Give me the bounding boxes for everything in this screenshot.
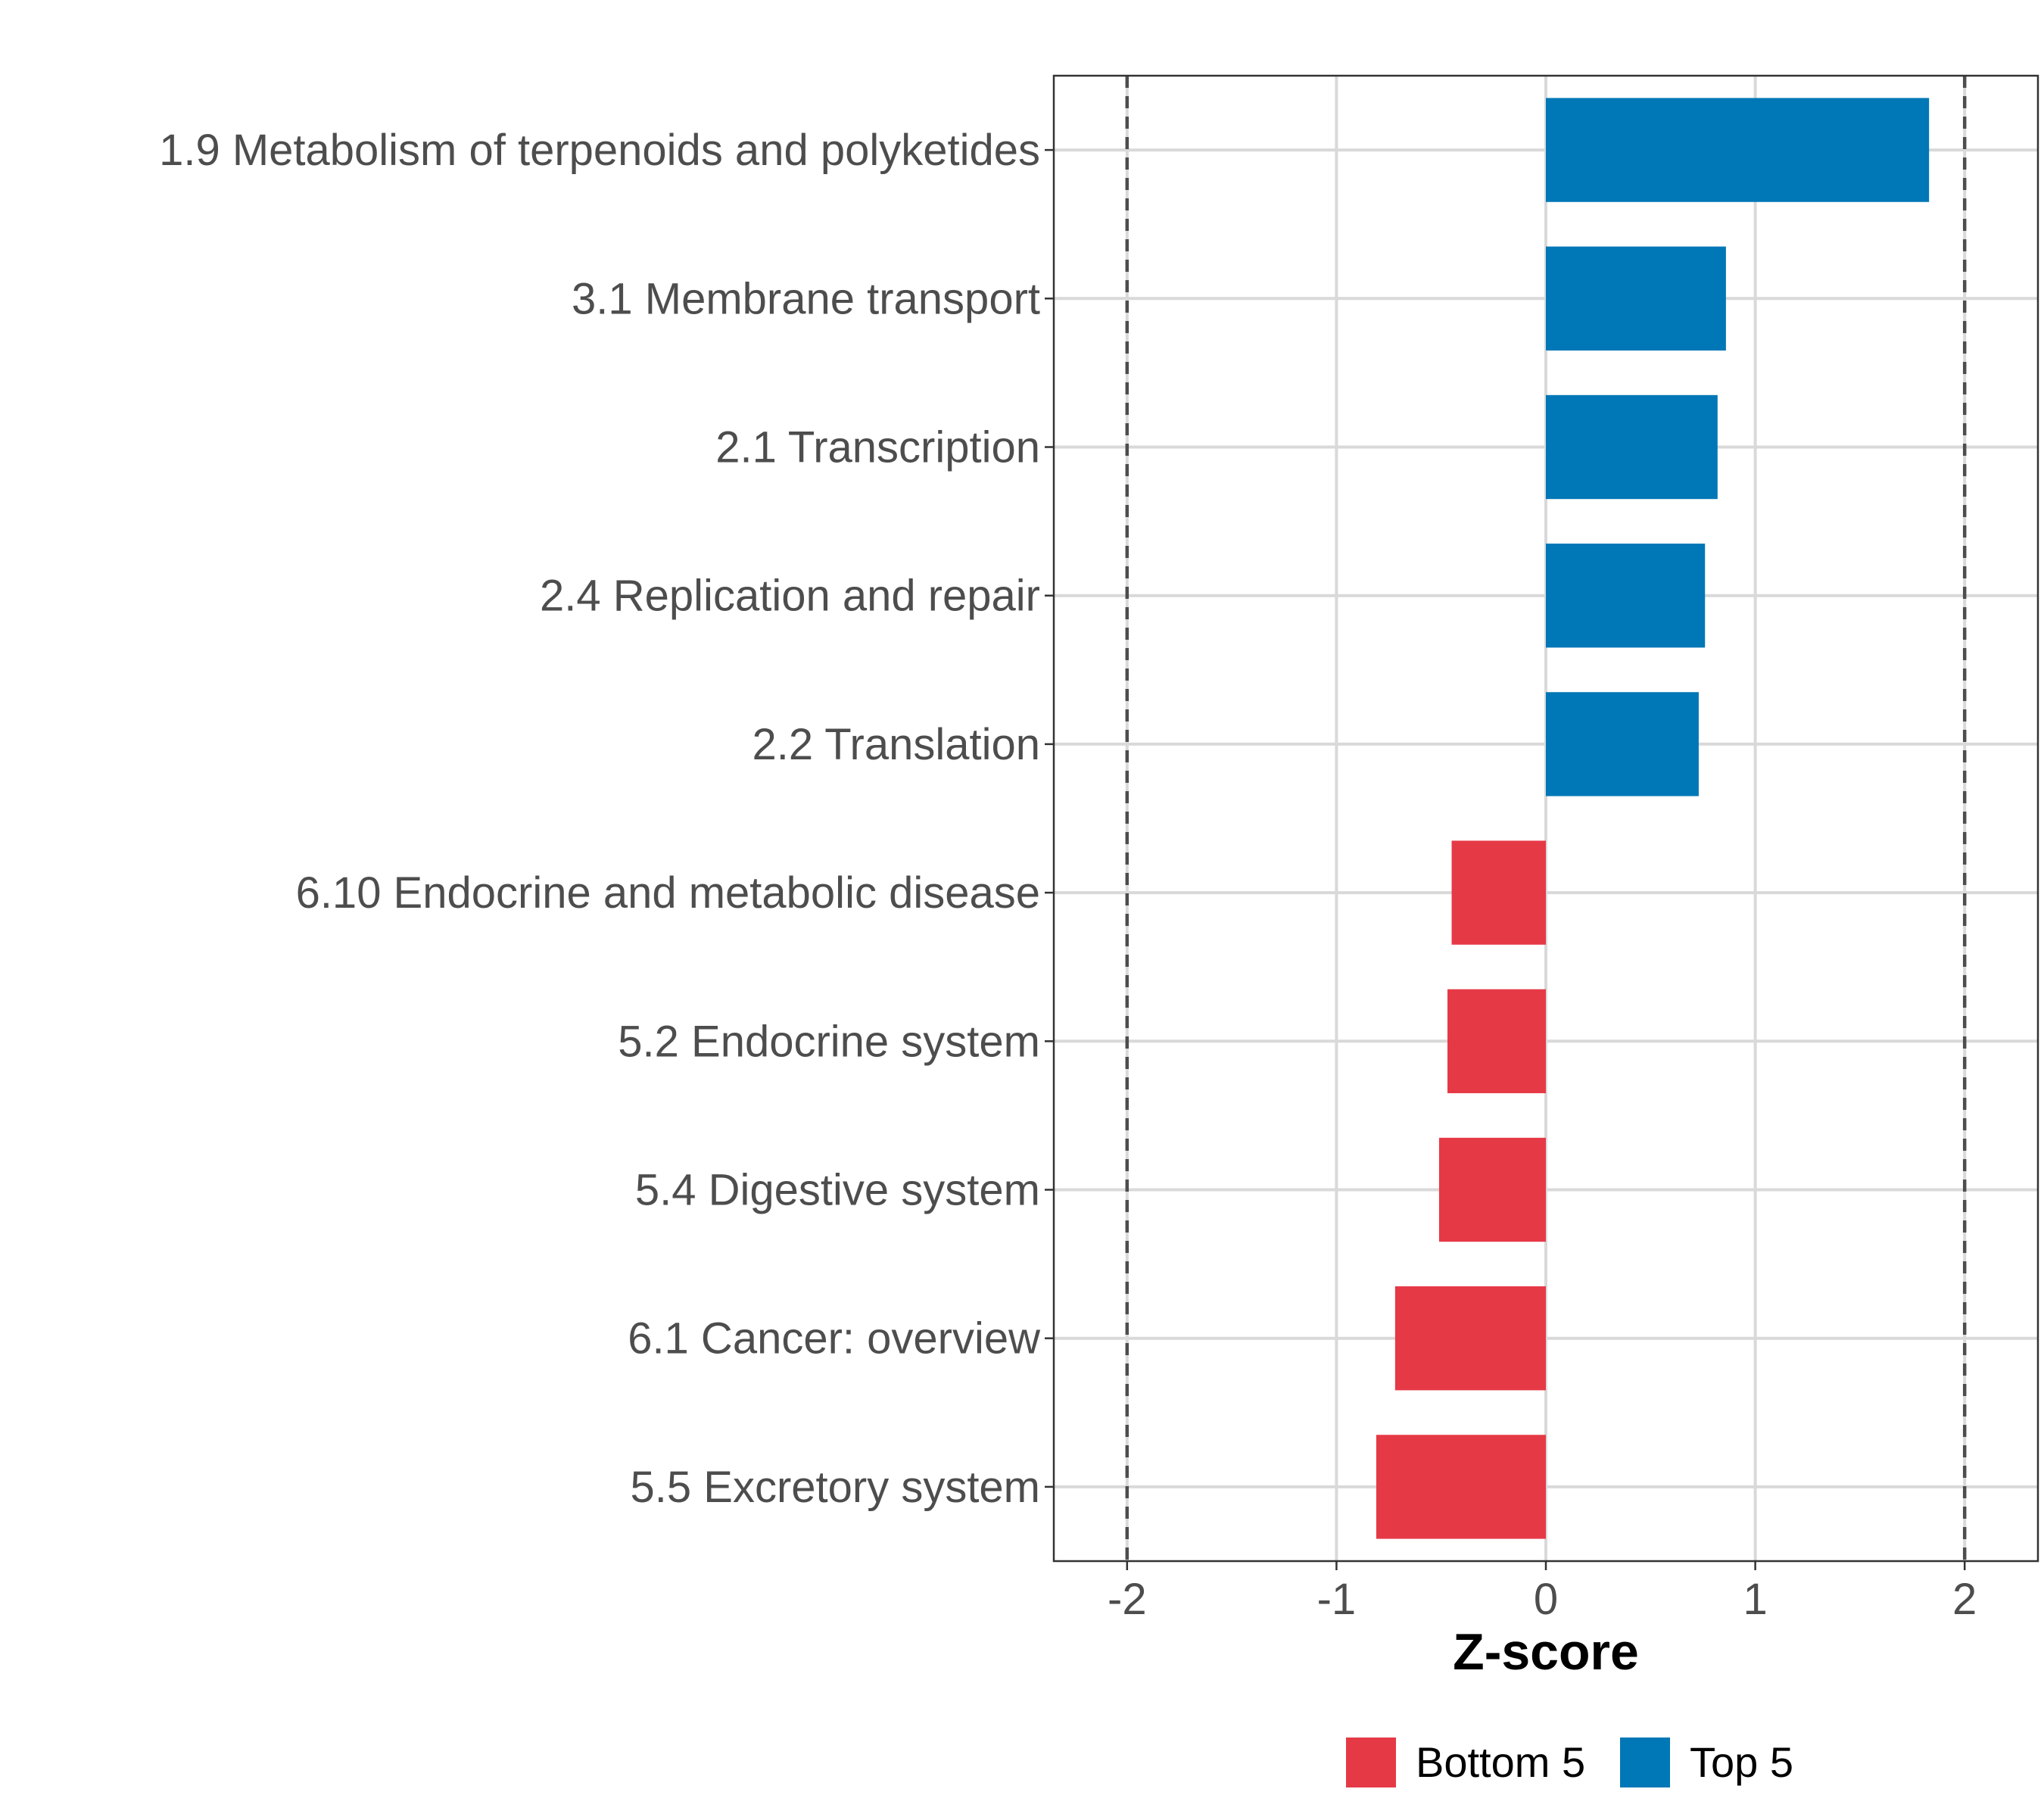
x-tick-label-0: -2 bbox=[1108, 1575, 1147, 1624]
bar-6 bbox=[1447, 989, 1546, 1093]
legend-label-1: Top 5 bbox=[1690, 1738, 1793, 1786]
reference-line-layer bbox=[1125, 76, 1967, 1561]
x-tick-label-3: 1 bbox=[1743, 1575, 1767, 1624]
category-label-4: 2.2 Translation bbox=[752, 720, 1040, 769]
bar-0 bbox=[1546, 98, 1930, 202]
bar-1 bbox=[1546, 246, 1726, 351]
category-label-9: 5.5 Excretory system bbox=[631, 1463, 1040, 1512]
legend-label-0: Bottom 5 bbox=[1416, 1738, 1585, 1786]
category-label-6: 5.2 Endocrine system bbox=[618, 1017, 1040, 1066]
bar-2 bbox=[1546, 394, 1718, 500]
category-label-8: 6.1 Cancer: overview bbox=[628, 1314, 1041, 1364]
y-axis: 1.9 Metabolism of terpenoids and polyket… bbox=[159, 126, 1054, 1512]
category-label-0: 1.9 Metabolism of terpenoids and polyket… bbox=[159, 126, 1040, 175]
bar-layer bbox=[1376, 98, 1930, 1539]
bar-5 bbox=[1451, 840, 1546, 945]
category-label-3: 2.4 Replication and repair bbox=[540, 572, 1040, 621]
category-label-7: 5.4 Digestive system bbox=[635, 1166, 1040, 1215]
x-tick-label-2: 0 bbox=[1534, 1575, 1558, 1624]
category-label-2: 2.1 Transcription bbox=[715, 423, 1040, 472]
legend: Bottom 5 Top 5 bbox=[1346, 1738, 1793, 1787]
bar-9 bbox=[1376, 1435, 1546, 1539]
category-label-1: 3.1 Membrane transport bbox=[572, 274, 1040, 323]
x-tick-label-1: -1 bbox=[1317, 1575, 1357, 1624]
bar-3 bbox=[1546, 544, 1706, 648]
bar-4 bbox=[1546, 692, 1699, 796]
x-tick-label-4: 2 bbox=[1952, 1575, 1977, 1624]
bar-8 bbox=[1394, 1286, 1546, 1391]
x-axis-title: Z-score bbox=[1453, 1623, 1639, 1681]
bar-7 bbox=[1438, 1137, 1546, 1242]
legend-swatch-0 bbox=[1346, 1738, 1396, 1787]
x-axis: -2 -1 0 1 2 bbox=[1108, 1561, 1977, 1624]
category-label-5: 6.10 Endocrine and metabolic disease bbox=[296, 868, 1040, 918]
legend-swatch-1 bbox=[1620, 1738, 1670, 1787]
